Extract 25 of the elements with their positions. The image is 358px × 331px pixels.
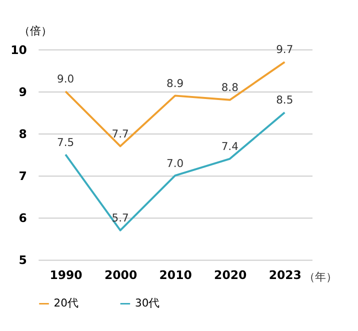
data-label: 8.5	[276, 94, 294, 107]
data-label: 8.8	[221, 81, 239, 94]
data-label: 8.9	[166, 76, 184, 90]
data-label: 7.0	[166, 156, 184, 170]
legend-label: 30代	[134, 296, 160, 310]
y-tick-label: 10	[10, 42, 27, 57]
x-tick-label: 2000	[104, 268, 138, 282]
data-label: 7.4	[221, 140, 239, 153]
legend-label: 20代	[54, 296, 78, 310]
x-tick-label: 2010	[159, 268, 192, 282]
x-tick-label: 2023	[268, 268, 302, 282]
data-label: 7.5	[56, 136, 74, 149]
y-tick-label: 6	[18, 211, 27, 226]
data-label: 5.7	[112, 211, 129, 224]
data-label: 9.0	[56, 72, 74, 86]
data-label: 7.7	[112, 127, 129, 140]
data-label: 9.7	[276, 43, 294, 56]
y-tick-label: 9	[18, 84, 27, 99]
y-tick-label: 5	[18, 253, 27, 268]
x-tick-label: 2020	[214, 268, 247, 282]
y-tick-label: 7	[18, 169, 27, 184]
y-axis-title: （倍）	[19, 24, 52, 38]
x-axis-title: （年）	[304, 270, 338, 284]
x-tick-label: 1990	[50, 268, 82, 282]
y-tick-label: 8	[18, 126, 27, 141]
